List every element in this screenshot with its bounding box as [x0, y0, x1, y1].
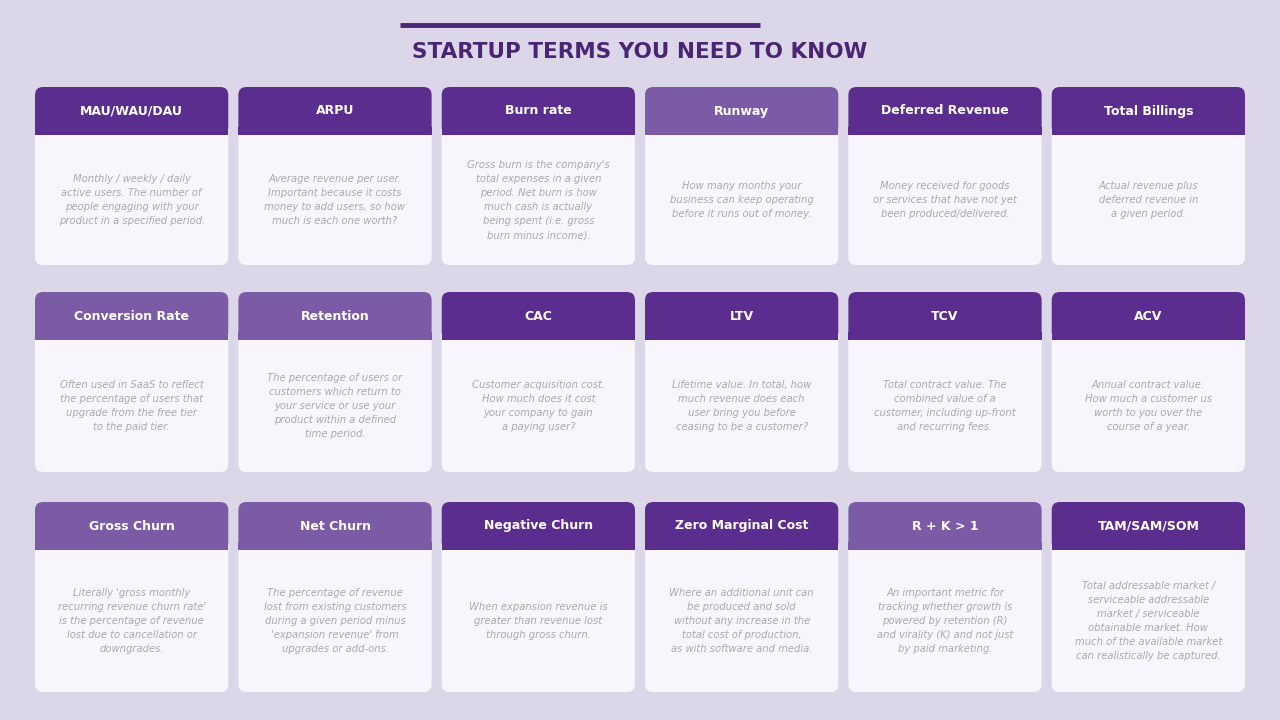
Bar: [35, 332, 228, 340]
Text: Customer acquisition cost.
How much does it cost
your company to gain
a paying u: Customer acquisition cost. How much does…: [472, 380, 605, 432]
Bar: [849, 542, 1042, 550]
FancyBboxPatch shape: [238, 502, 431, 692]
Text: Net Churn: Net Churn: [300, 520, 370, 533]
Text: Deferred Revenue: Deferred Revenue: [881, 104, 1009, 117]
Text: Where an additional unit can
be produced and sold
without any increase in the
to: Where an additional unit can be produced…: [669, 588, 814, 654]
FancyBboxPatch shape: [35, 87, 228, 135]
Text: Often used in SaaS to reflect
the percentage of users that
upgrade from the free: Often used in SaaS to reflect the percen…: [60, 380, 204, 432]
FancyBboxPatch shape: [442, 502, 635, 692]
Text: Gross Churn: Gross Churn: [88, 520, 174, 533]
FancyBboxPatch shape: [849, 502, 1042, 550]
Text: Average revenue per user.
Important because it costs
money to add users, so how
: Average revenue per user. Important beca…: [265, 174, 406, 226]
Text: When expansion revenue is
greater than revenue lost
through gross churn.: When expansion revenue is greater than r…: [468, 602, 608, 640]
FancyBboxPatch shape: [1052, 292, 1245, 340]
Text: An important metric for
tracking whether growth is
powered by retention (R)
and : An important metric for tracking whether…: [877, 588, 1014, 654]
Text: Monthly / weekly / daily
active users. The number of
people engaging with your
p: Monthly / weekly / daily active users. T…: [59, 174, 205, 226]
Text: ACV: ACV: [1134, 310, 1162, 323]
Bar: [849, 127, 1042, 135]
Bar: [35, 127, 228, 135]
Bar: [849, 332, 1042, 340]
FancyBboxPatch shape: [442, 502, 635, 550]
FancyBboxPatch shape: [238, 292, 431, 340]
Text: Gross burn is the company's
total expenses in a given
period. Net burn is how
mu: Gross burn is the company's total expens…: [467, 160, 609, 240]
Text: Zero Marginal Cost: Zero Marginal Cost: [675, 520, 809, 533]
Text: LTV: LTV: [730, 310, 754, 323]
Text: Total Billings: Total Billings: [1103, 104, 1193, 117]
Bar: [645, 542, 838, 550]
FancyBboxPatch shape: [35, 502, 228, 550]
FancyBboxPatch shape: [849, 87, 1042, 265]
Text: The percentage of revenue
lost from existing customers
during a given period min: The percentage of revenue lost from exis…: [264, 588, 406, 654]
FancyBboxPatch shape: [645, 87, 838, 135]
Text: CAC: CAC: [525, 310, 552, 323]
Bar: [1052, 332, 1245, 340]
Text: The percentage of users or
customers which return to
your service or use your
pr: The percentage of users or customers whi…: [268, 373, 403, 439]
Bar: [645, 127, 838, 135]
FancyBboxPatch shape: [238, 292, 431, 472]
FancyBboxPatch shape: [645, 292, 838, 340]
FancyBboxPatch shape: [849, 292, 1042, 472]
FancyBboxPatch shape: [442, 292, 635, 472]
Bar: [238, 542, 431, 550]
FancyBboxPatch shape: [645, 502, 838, 550]
Bar: [442, 542, 635, 550]
Text: Lifetime value. In total, how
much revenue does each
user bring you before
ceasi: Lifetime value. In total, how much reven…: [672, 380, 812, 432]
Bar: [1052, 542, 1245, 550]
Bar: [238, 127, 431, 135]
Bar: [238, 332, 431, 340]
FancyBboxPatch shape: [442, 87, 635, 265]
FancyBboxPatch shape: [35, 502, 228, 692]
FancyBboxPatch shape: [1052, 292, 1245, 472]
Text: TCV: TCV: [932, 310, 959, 323]
Bar: [442, 332, 635, 340]
Text: ARPU: ARPU: [316, 104, 355, 117]
FancyBboxPatch shape: [1052, 87, 1245, 135]
Text: Total addressable market /
serviceable addressable
market / serviceable
obtainab: Total addressable market / serviceable a…: [1075, 581, 1222, 661]
FancyBboxPatch shape: [442, 292, 635, 340]
FancyBboxPatch shape: [849, 292, 1042, 340]
Text: STARTUP TERMS YOU NEED TO KNOW: STARTUP TERMS YOU NEED TO KNOW: [412, 42, 868, 62]
Text: Total contract value. The
combined value of a
customer, including up-front
and r: Total contract value. The combined value…: [874, 380, 1016, 432]
FancyBboxPatch shape: [238, 87, 431, 135]
FancyBboxPatch shape: [849, 502, 1042, 692]
Bar: [1052, 127, 1245, 135]
FancyBboxPatch shape: [238, 87, 431, 265]
Text: TAM/SAM/SOM: TAM/SAM/SOM: [1097, 520, 1199, 533]
Text: Literally 'gross monthly
recurring revenue churn rate'
is the percentage of reve: Literally 'gross monthly recurring reven…: [58, 588, 206, 654]
Text: Runway: Runway: [714, 104, 769, 117]
FancyBboxPatch shape: [645, 292, 838, 472]
FancyBboxPatch shape: [645, 87, 838, 265]
FancyBboxPatch shape: [35, 87, 228, 265]
Text: R + K > 1: R + K > 1: [911, 520, 978, 533]
FancyBboxPatch shape: [1052, 502, 1245, 550]
FancyBboxPatch shape: [849, 87, 1042, 135]
Text: Actual revenue plus
deferred revenue in
a given period.: Actual revenue plus deferred revenue in …: [1098, 181, 1198, 219]
FancyBboxPatch shape: [35, 292, 228, 340]
FancyBboxPatch shape: [1052, 87, 1245, 265]
FancyBboxPatch shape: [238, 502, 431, 550]
Text: How many months your
business can keep operating
before it runs out of money.: How many months your business can keep o…: [669, 181, 814, 219]
Text: Money received for goods
or services that have not yet
been produced/delivered.: Money received for goods or services tha…: [873, 181, 1016, 219]
Bar: [35, 542, 228, 550]
FancyBboxPatch shape: [35, 292, 228, 472]
Text: MAU/WAU/DAU: MAU/WAU/DAU: [81, 104, 183, 117]
Bar: [442, 127, 635, 135]
Text: Annual contract value.
How much a customer us
worth to you over the
course of a : Annual contract value. How much a custom…: [1084, 380, 1212, 432]
Text: Burn rate: Burn rate: [504, 104, 572, 117]
FancyBboxPatch shape: [1052, 502, 1245, 692]
Text: Negative Churn: Negative Churn: [484, 520, 593, 533]
Text: Retention: Retention: [301, 310, 370, 323]
Text: Conversion Rate: Conversion Rate: [74, 310, 189, 323]
FancyBboxPatch shape: [442, 87, 635, 135]
FancyBboxPatch shape: [645, 502, 838, 692]
Bar: [645, 332, 838, 340]
